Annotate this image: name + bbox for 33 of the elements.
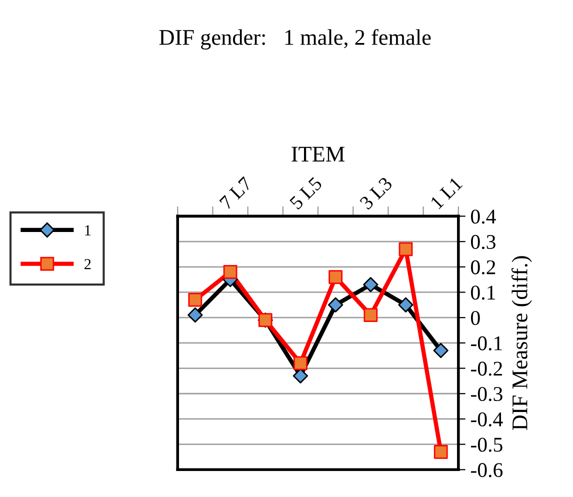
point <box>328 297 344 312</box>
y-tick-label: -0.3 <box>470 387 502 402</box>
legend-label: 2 <box>84 259 91 270</box>
point <box>328 270 343 284</box>
point <box>433 342 448 358</box>
chart-title: DIF gender: 1 male, 2 female <box>159 29 431 50</box>
y-tick-label: -0.6 <box>470 463 503 478</box>
x-tick-label: 1 L1 <box>430 176 463 210</box>
y-tick-label: 0.2 <box>471 260 496 274</box>
y-axis-title: DIF Measure (diff.) <box>512 256 532 430</box>
y-tick-label: -0.2 <box>470 362 502 376</box>
point <box>363 277 378 292</box>
y-tick-label: -0.5 <box>470 438 502 452</box>
x-axis-title: ITEM <box>292 146 345 162</box>
point <box>294 356 308 370</box>
x-tick-label: 3 L3 <box>359 176 393 210</box>
y-tick-label: 0.1 <box>471 286 495 300</box>
point <box>398 242 413 256</box>
y-tick-label: 0.4 <box>471 210 496 224</box>
point <box>434 444 448 459</box>
y-tick-label: 0.3 <box>471 234 496 250</box>
y-tick-label: -0.4 <box>470 412 503 426</box>
y-tick-label: 0 <box>471 310 480 326</box>
point <box>398 297 414 312</box>
x-tick-label: 7 L7 <box>219 176 253 210</box>
point <box>292 368 308 384</box>
x-tick-label: 5 L5 <box>289 176 323 210</box>
point <box>364 308 378 322</box>
point <box>188 292 202 307</box>
y-tick-label: -0.1 <box>470 336 502 350</box>
point <box>188 307 203 323</box>
point <box>223 265 238 279</box>
legend-label: 1 <box>85 225 91 236</box>
